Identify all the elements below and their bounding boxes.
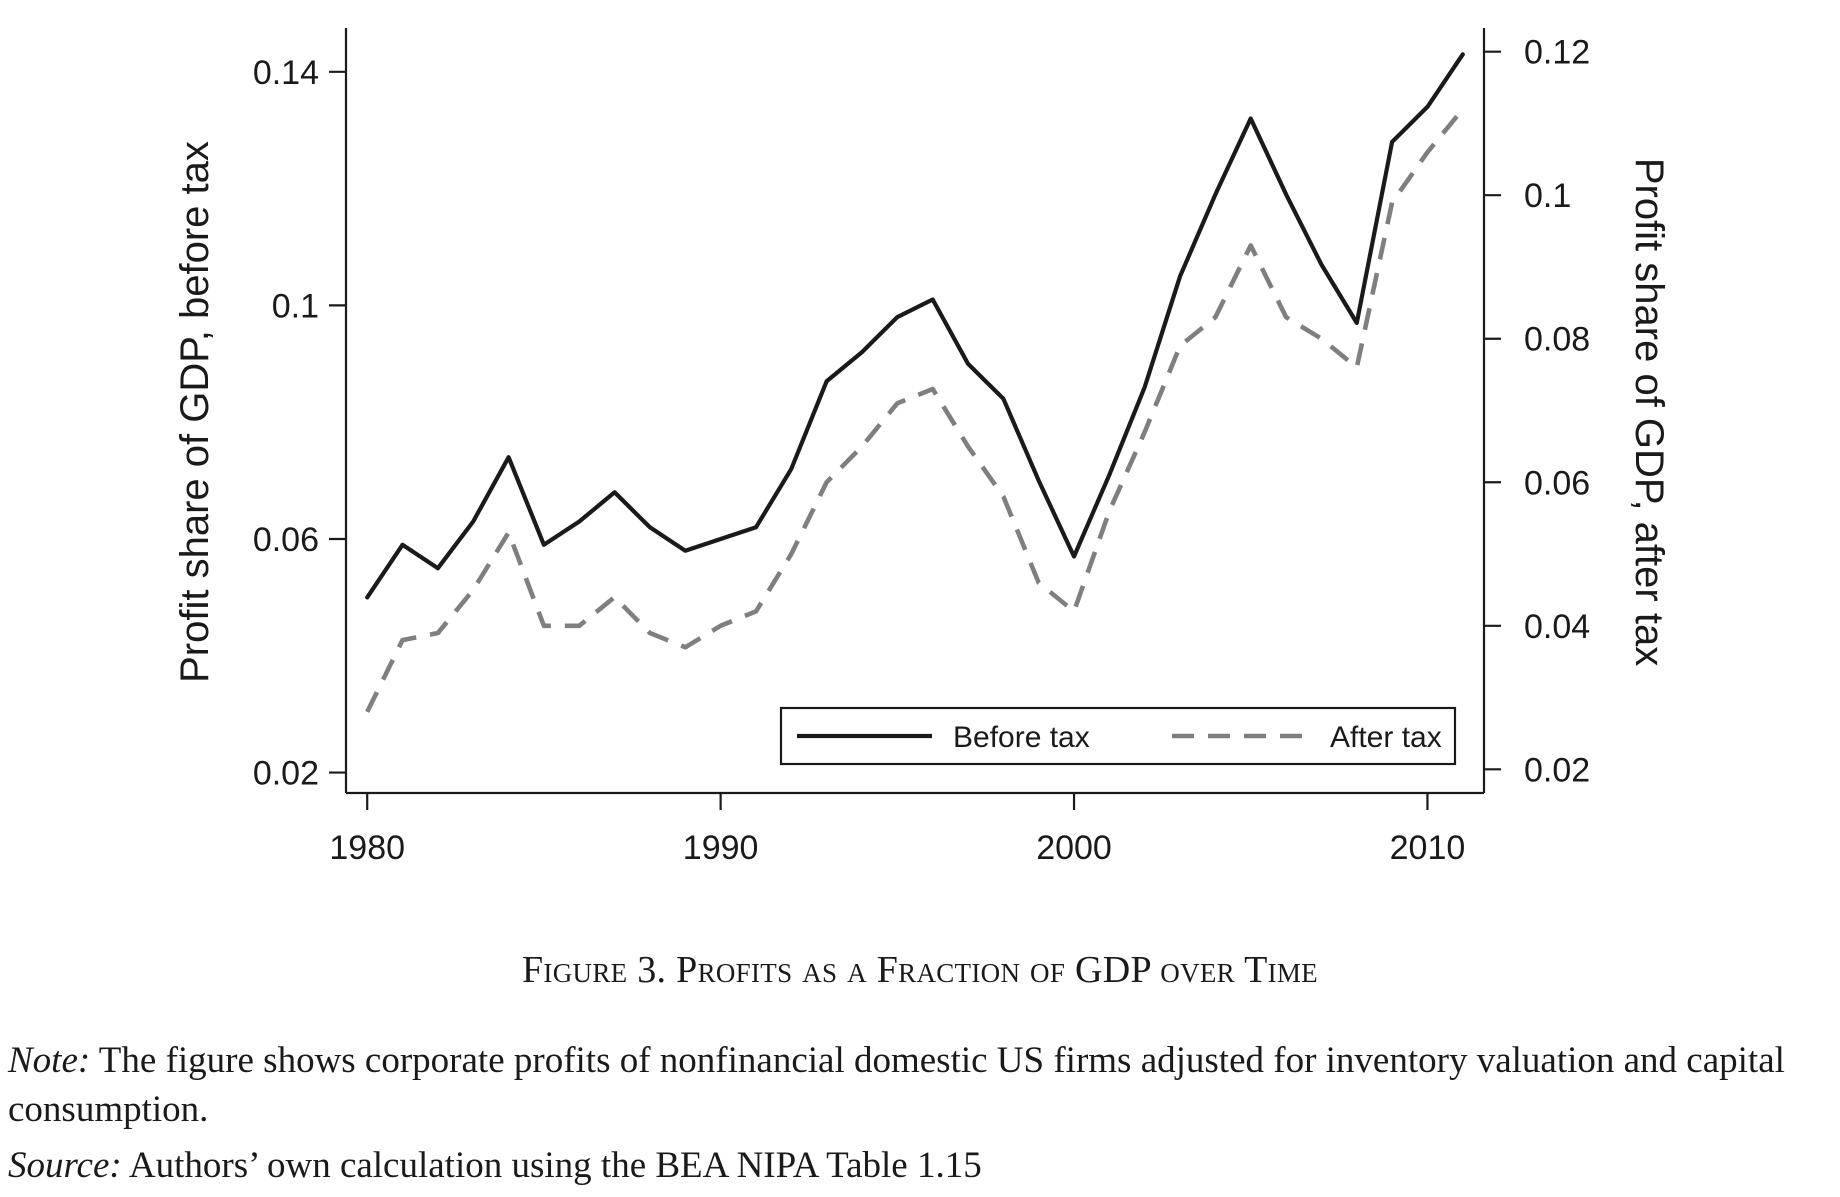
note-text: The figure shows corporate profits of no… — [8, 1040, 1785, 1130]
figure-source: Source: Authors’ own calculation using t… — [8, 1144, 982, 1187]
left-tick-label: 0.14 — [253, 54, 319, 92]
x-tick-label: 2000 — [1036, 829, 1112, 867]
x-tick-label: 2010 — [1390, 829, 1466, 867]
x-tick-label: 1980 — [329, 829, 405, 867]
note-label: Note: — [8, 1040, 91, 1081]
before-tax-line — [365, 52, 1465, 600]
right-tick-label: 0.12 — [1524, 34, 1590, 72]
left-tick-label: 0.06 — [253, 521, 319, 559]
figure-caption: Figure 3. Profits as a Fraction of GDP o… — [0, 948, 1840, 992]
right-axis-title: Profit share of GDP, after tax — [1627, 158, 1671, 666]
source-text: Authors’ own calculation using the BEA N… — [128, 1145, 982, 1186]
chart-axes: 0.02 0.06 0.1 0.14 0.02 0.04 0.06 0.08 0.1 0.12 19… — [253, 28, 1590, 867]
chart-legend: Before tax After tax — [779, 706, 1457, 766]
figure-title: Profits as a Fraction of GDP over Time — [676, 949, 1318, 991]
figure-note: Note: The figure shows corporate profits… — [8, 1036, 1838, 1134]
after-tax-line — [365, 107, 1465, 713]
left-axis-title: Profit share of GDP, before tax — [173, 141, 217, 683]
profit-share-chart: 0.02 0.06 0.1 0.14 0.02 0.04 0.06 0.08 0.1 0.12 19… — [173, 28, 1671, 867]
right-tick-label: 0.06 — [1524, 464, 1590, 502]
figure-label: Figure 3. — [522, 949, 667, 991]
legend-label: After tax — [1330, 721, 1442, 754]
legend-label: Before tax — [953, 721, 1090, 754]
chart-series — [365, 52, 1465, 713]
left-tick-label: 0.1 — [272, 287, 319, 325]
right-tick-label: 0.02 — [1524, 751, 1590, 789]
right-tick-label: 0.04 — [1524, 608, 1590, 646]
right-tick-label: 0.1 — [1524, 177, 1571, 215]
right-tick-label: 0.08 — [1524, 321, 1590, 359]
left-tick-label: 0.02 — [253, 755, 319, 793]
x-tick-label: 1990 — [683, 829, 759, 867]
source-label: Source: — [8, 1145, 122, 1186]
